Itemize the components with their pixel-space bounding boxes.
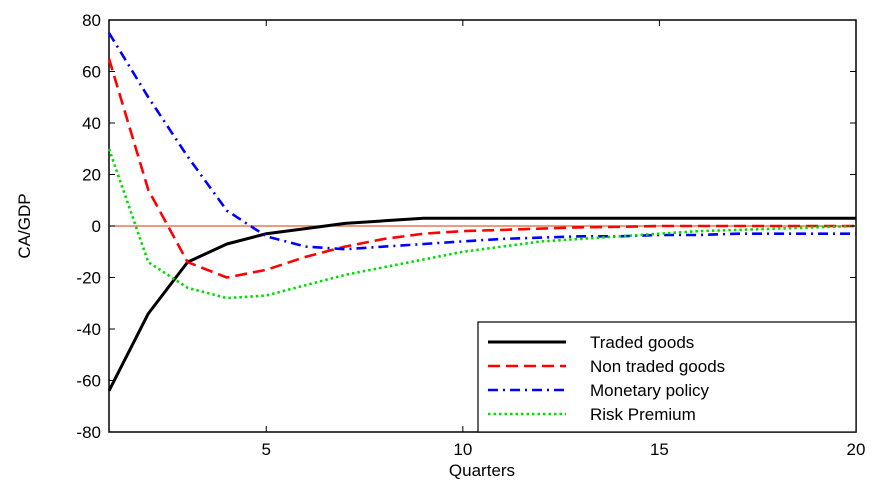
series-line-3 [107, 32, 856, 251]
x-tick-label: 20 [847, 440, 866, 459]
legend-label-4: Risk Premium [590, 405, 696, 424]
y-tick-label: 40 [82, 114, 101, 133]
x-tick-label: 10 [453, 440, 472, 459]
x-axis-label: Quarters [449, 461, 515, 480]
legend-label-2: Non traded goods [590, 357, 725, 376]
y-tick-label: -40 [76, 320, 101, 339]
legend-label-3: Monetary policy [590, 381, 710, 400]
legend-box [477, 321, 857, 433]
legend: Traded goods Non traded goods Monetary pol… [477, 321, 857, 433]
series-line-2 [107, 58, 856, 279]
y-tick-label: 0 [92, 217, 101, 236]
legend-label-1: Traded goods [590, 333, 694, 352]
x-tick-label: 15 [650, 440, 669, 459]
y-tick-label: -60 [76, 372, 101, 391]
y-tick-label: 80 [82, 11, 101, 30]
y-tick-label: -20 [76, 269, 101, 288]
x-tick-label: 5 [262, 440, 271, 459]
y-axis-label: CA/GDP [15, 193, 34, 258]
series-line-1 [107, 216, 856, 392]
series-line-4 [107, 148, 857, 300]
y-tick-label: -80 [76, 423, 101, 442]
y-tick-label: 60 [82, 63, 101, 82]
y-tick-label: 20 [82, 166, 101, 185]
